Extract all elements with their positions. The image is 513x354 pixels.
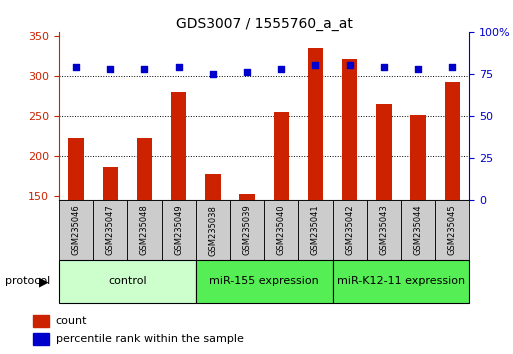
Bar (264, 200, 299, 260)
Text: percentile rank within the sample: percentile rank within the sample (56, 335, 244, 344)
Text: miR-155 expression: miR-155 expression (209, 276, 319, 286)
Point (106, 66, 114, 72)
Point (414, 66, 422, 72)
Bar (127, 200, 162, 260)
Text: miR-K12-11 expression: miR-K12-11 expression (337, 276, 465, 286)
Point (243, 69, 251, 75)
Bar (33, 333, 49, 345)
Text: count: count (56, 316, 87, 326)
Bar (68, 138, 84, 316)
Text: GSM235048: GSM235048 (140, 205, 149, 256)
Text: ▶: ▶ (39, 275, 49, 288)
Bar (33, 315, 49, 327)
Point (141, 66, 149, 72)
Text: GSM235045: GSM235045 (448, 205, 457, 256)
Bar (59, 260, 196, 303)
Bar (93, 200, 127, 260)
Bar (401, 200, 435, 260)
Point (448, 64, 457, 70)
Text: GSM235039: GSM235039 (243, 205, 251, 256)
Bar (367, 200, 401, 260)
Bar (196, 260, 332, 303)
Bar (299, 200, 332, 260)
Bar (435, 200, 469, 260)
Text: GSM235044: GSM235044 (413, 205, 423, 256)
Point (311, 63, 320, 68)
Point (380, 64, 388, 70)
Text: GSM235042: GSM235042 (345, 205, 354, 256)
Bar (273, 112, 289, 316)
Text: protocol: protocol (5, 276, 50, 286)
Bar (410, 115, 426, 316)
Text: GSM235043: GSM235043 (380, 205, 388, 256)
Point (72, 64, 80, 70)
Text: GSM235041: GSM235041 (311, 205, 320, 256)
Text: GSM235047: GSM235047 (106, 205, 115, 256)
Text: GSM235040: GSM235040 (277, 205, 286, 256)
Bar (376, 104, 391, 316)
Bar (332, 260, 469, 303)
Bar (445, 81, 460, 316)
Bar (205, 175, 221, 316)
Title: GDS3007 / 1555760_a_at: GDS3007 / 1555760_a_at (176, 17, 352, 31)
Point (346, 63, 354, 68)
Point (209, 71, 217, 77)
Bar (196, 200, 230, 260)
Bar (171, 92, 186, 316)
Text: GSM235046: GSM235046 (72, 205, 81, 256)
Bar (103, 167, 118, 316)
Point (174, 64, 183, 70)
Bar (162, 200, 196, 260)
Bar (59, 200, 93, 260)
Text: control: control (108, 276, 147, 286)
Point (277, 66, 285, 72)
Bar (342, 59, 358, 316)
Text: GSM235049: GSM235049 (174, 205, 183, 256)
Bar (137, 138, 152, 316)
Text: GSM235038: GSM235038 (208, 205, 218, 256)
Bar (240, 194, 255, 316)
Bar (332, 200, 367, 260)
Bar (308, 48, 323, 316)
Bar (230, 200, 264, 260)
